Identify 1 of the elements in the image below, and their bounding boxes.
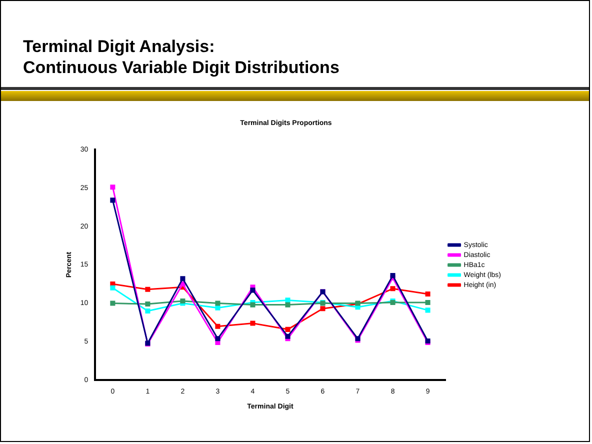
text: Terminal Digit Analysis: Continuous Variable Digit Distributions bbox=[23, 36, 340, 78]
